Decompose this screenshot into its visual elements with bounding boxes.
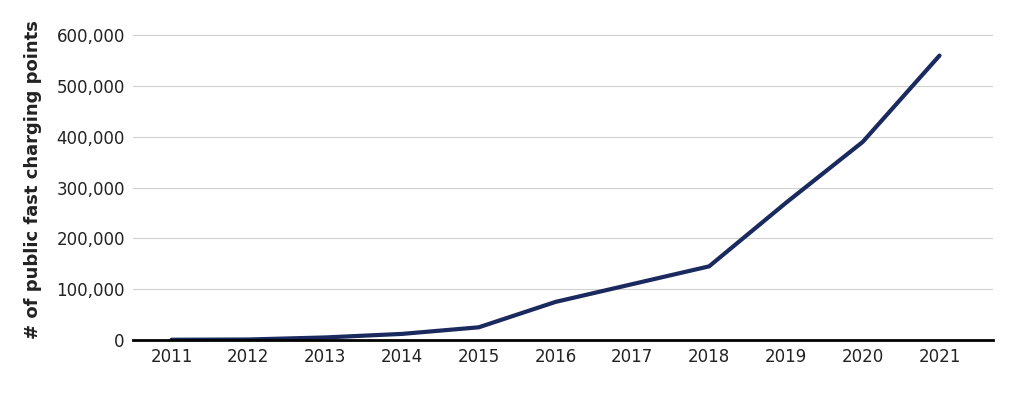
Y-axis label: # of public fast charging points: # of public fast charging points [25,20,42,340]
